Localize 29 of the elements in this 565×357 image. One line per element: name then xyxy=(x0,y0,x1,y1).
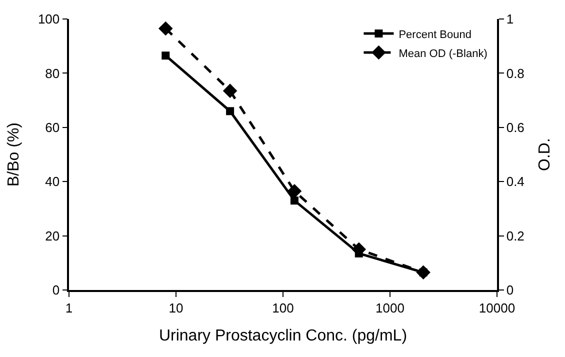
x-tick-label: 10000 xyxy=(478,300,516,316)
y2-tick-label: 1 xyxy=(506,12,514,27)
y-tick-label: 0 xyxy=(52,282,60,298)
x-tick-label: 1000 xyxy=(376,300,404,316)
y-tick-label: 100 xyxy=(38,12,60,27)
point xyxy=(226,107,234,116)
x-tick-label: 1 xyxy=(65,300,73,316)
y-axis-title: B/Bo (%) xyxy=(5,122,22,187)
point xyxy=(416,265,430,280)
x-tick-label: 10 xyxy=(168,300,184,316)
y-tick-label: 80 xyxy=(45,66,60,81)
y-tick-label: 20 xyxy=(45,228,60,244)
y2-tick-label: 0.6 xyxy=(506,120,524,135)
y2-tick-label: 0.4 xyxy=(506,174,524,190)
point xyxy=(222,84,238,98)
legend-label: Percent Bound xyxy=(398,28,472,41)
y2-tick-label: 0.8 xyxy=(506,66,524,81)
y2-axis-title: O.D. xyxy=(536,138,554,171)
point xyxy=(290,196,298,205)
y2-tick-label: 0.2 xyxy=(506,228,524,244)
y2-tick-label: 0 xyxy=(506,282,514,298)
y-tick-label: 40 xyxy=(45,174,60,190)
point xyxy=(162,52,170,60)
point xyxy=(158,21,173,36)
x-axis-title: Urinary Prostacyclin Conc. (pg/mL) xyxy=(158,328,408,345)
point xyxy=(287,184,302,198)
legend-label: Mean OD (-Blank) xyxy=(398,48,488,60)
x-tick-label: 100 xyxy=(272,300,294,316)
y-tick-label: 60 xyxy=(45,120,60,135)
